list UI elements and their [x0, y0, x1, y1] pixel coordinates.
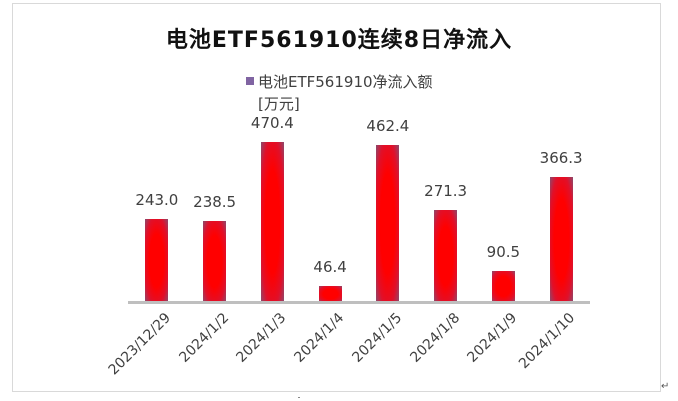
legend-label: 电池ETF561910净流入额 [258, 73, 433, 91]
data-label: 46.4 [313, 258, 347, 277]
data-label: 238.5 [193, 192, 237, 211]
bar: 238.5 [193, 193, 236, 302]
paragraph-mark-icon: ↵ [661, 381, 670, 392]
chart-legend: 电池ETF561910净流入额 [246, 71, 433, 92]
bar: 470.4 [251, 114, 294, 302]
data-label: 462.4 [366, 116, 410, 135]
unit-label: [万元] [258, 95, 300, 113]
bar: 366.3 [540, 149, 583, 302]
bar: 462.4 [366, 117, 409, 302]
data-label: 271.3 [424, 181, 468, 200]
data-label: 366.3 [539, 149, 583, 168]
bar: 271.3 [424, 182, 467, 302]
bar: 46.4 [313, 258, 347, 302]
cursor-mark [298, 397, 300, 398]
legend-marker-icon [246, 77, 254, 85]
x-axis-line [128, 301, 590, 304]
chart-title: 电池ETF561910连续8日净流入 [165, 28, 513, 53]
data-label: 90.5 [486, 243, 521, 262]
bar: 243.0 [135, 191, 178, 302]
data-label: 470.4 [250, 114, 294, 132]
data-label: 243.0 [135, 191, 179, 210]
plot-area: 243.0 238.5 470.4 46.4 462.4 271.3 90.5 366.3 [128, 100, 590, 302]
bar: 90.5 [487, 243, 520, 302]
